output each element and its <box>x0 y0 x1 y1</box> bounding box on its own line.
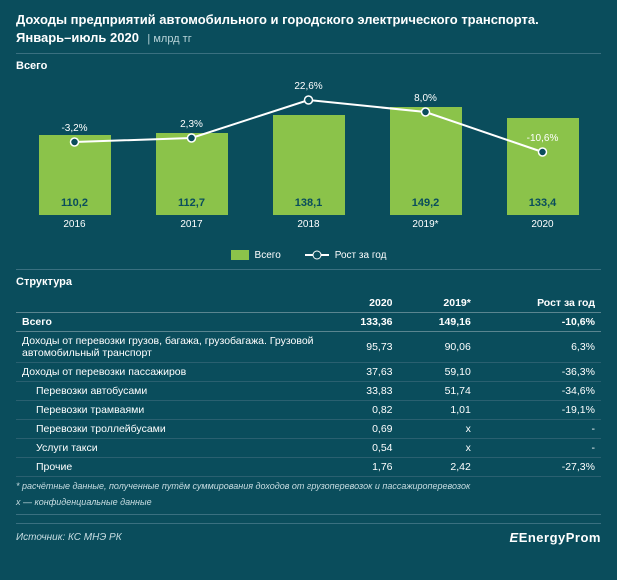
table-cell: 149,16 <box>399 312 477 331</box>
bar-group: 149,2 2019* <box>390 107 462 230</box>
table-cell: 6,3% <box>477 331 601 362</box>
table-cell: 37,63 <box>320 362 398 381</box>
table-cell: -34,6% <box>477 381 601 400</box>
bar-value-label: 112,7 <box>156 197 228 209</box>
table-header-cell: 2020 <box>320 294 398 313</box>
table-row: Прочие1,762,42-27,3% <box>16 457 601 476</box>
footnote-2: х — конфиденциальные данные <box>16 497 601 509</box>
table-header-cell: 2019* <box>399 294 477 313</box>
bar-year-label: 2019* <box>412 219 438 230</box>
table-row: Перевозки трамваями0,821,01-19,1% <box>16 400 601 419</box>
table-cell: 0,54 <box>320 438 398 457</box>
row-label: Всего <box>16 312 320 331</box>
legend-line-label: Рост за год <box>335 250 387 261</box>
bar-value-label: 149,2 <box>390 197 462 209</box>
divider <box>16 53 601 54</box>
chart-legend: Всего Рост за год <box>16 250 601 261</box>
revenue-chart: 110,2 2016 112,7 2017 138,1 2018 149,2 2019* 133… <box>16 78 601 248</box>
table-cell: x <box>399 419 477 438</box>
table-cell: -10,6% <box>477 312 601 331</box>
bar: 138,1 <box>273 115 345 215</box>
bar-year-label: 2018 <box>297 219 319 230</box>
row-label: Перевозки трамваями <box>16 400 320 419</box>
table-cell: 133,36 <box>320 312 398 331</box>
legend-line-swatch <box>305 254 329 256</box>
table-cell: -19,1% <box>477 400 601 419</box>
table-header-cell <box>16 294 320 313</box>
footnote-1: * расчётные данные, полученные путём сум… <box>16 481 601 493</box>
table-row: Всего133,36149,16-10,6% <box>16 312 601 331</box>
logo: EEnergyProm <box>510 530 601 545</box>
table-cell: 0,69 <box>320 419 398 438</box>
table-cell: 1,76 <box>320 457 398 476</box>
legend-bar-label: Всего <box>255 250 281 261</box>
growth-label: 2,3% <box>180 119 203 130</box>
bar-group: 138,1 2018 <box>273 115 345 230</box>
table-row: Доходы от перевозки грузов, багажа, груз… <box>16 331 601 362</box>
row-label: Прочие <box>16 457 320 476</box>
page-subtitle: Январь–июль 2020 <box>16 30 139 45</box>
growth-label: -3,2% <box>61 123 87 134</box>
table-cell: - <box>477 419 601 438</box>
source-label: Источник: КС МНЭ РК <box>16 532 122 543</box>
growth-label: 22,6% <box>294 81 322 92</box>
table-cell: - <box>477 438 601 457</box>
bar-value-label: 133,4 <box>507 197 579 209</box>
row-label: Доходы от перевозки пассажиров <box>16 362 320 381</box>
growth-label: 8,0% <box>414 93 437 104</box>
table-cell: 1,01 <box>399 400 477 419</box>
divider <box>16 514 601 515</box>
table-cell: 59,10 <box>399 362 477 381</box>
table-row: Перевозки троллейбусами0,69x- <box>16 419 601 438</box>
bar: 112,7 <box>156 133 228 215</box>
growth-label: -10,6% <box>527 133 559 144</box>
table-row: Услуги такси0,54x- <box>16 438 601 457</box>
divider <box>16 269 601 270</box>
table-cell: 33,83 <box>320 381 398 400</box>
bar-group: 110,2 2016 <box>39 135 111 230</box>
bar-group: 112,7 2017 <box>156 133 228 230</box>
bar-value-label: 138,1 <box>273 197 345 209</box>
bar: 110,2 <box>39 135 111 215</box>
bar-year-label: 2020 <box>531 219 553 230</box>
row-label: Услуги такси <box>16 438 320 457</box>
table-section-label: Структура <box>16 276 601 288</box>
bar-year-label: 2017 <box>180 219 202 230</box>
table-row: Перевозки автобусами33,8351,74-34,6% <box>16 381 601 400</box>
table-cell: 90,06 <box>399 331 477 362</box>
table-header-cell: Рост за год <box>477 294 601 313</box>
table-cell: -36,3% <box>477 362 601 381</box>
table-cell: 2,42 <box>399 457 477 476</box>
row-label: Перевозки троллейбусами <box>16 419 320 438</box>
page-title: Доходы предприятий автомобильного и горо… <box>16 12 601 29</box>
table-cell: 51,74 <box>399 381 477 400</box>
bar: 149,2 <box>390 107 462 215</box>
bar-value-label: 110,2 <box>39 197 111 209</box>
bar-year-label: 2016 <box>63 219 85 230</box>
row-label: Доходы от перевозки грузов, багажа, груз… <box>16 331 320 362</box>
structure-table: 20202019*Рост за год Всего133,36149,16-1… <box>16 294 601 477</box>
table-cell: 0,82 <box>320 400 398 419</box>
table-cell: x <box>399 438 477 457</box>
chart-section-label: Всего <box>16 60 601 72</box>
unit-label: | млрд тг <box>147 33 191 45</box>
table-cell: -27,3% <box>477 457 601 476</box>
table-row: Доходы от перевозки пассажиров37,6359,10… <box>16 362 601 381</box>
row-label: Перевозки автобусами <box>16 381 320 400</box>
table-cell: 95,73 <box>320 331 398 362</box>
legend-bar-swatch <box>231 250 249 260</box>
